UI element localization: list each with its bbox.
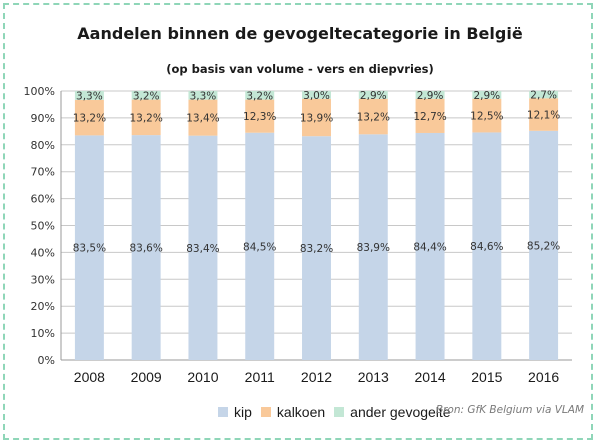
y-tick-label: 90% [31,112,55,125]
bar-kalkoen [472,98,502,133]
y-tick-label: 70% [31,166,55,179]
y-tick-label: 50% [31,220,55,233]
bar-ander-gevogelte [131,91,161,100]
y-tick-label: 60% [31,193,55,206]
x-tick-label: 2008 [74,369,105,385]
data-label-ander-gevogelte: 3,3% [190,90,217,102]
legend-swatch-kalkoen [260,407,271,417]
y-tick-label: 40% [31,246,55,259]
data-label-ander-gevogelte: 3,2% [133,90,160,102]
bar-kalkoen [415,98,445,133]
data-label-kip: 83,2% [300,243,333,255]
y-tick-label: 10% [31,327,55,340]
data-label-kip: 83,9% [357,242,390,254]
data-label-kalkoen: 12,5% [470,111,503,123]
chart-legend: kip kalkoen ander gevogelte [218,402,460,422]
bar-kip [74,135,104,360]
legend-label-ander-gevogelte: ander gevogelte [350,404,451,420]
legend-item-ander-gevogelte: ander gevogelte [334,404,451,420]
data-label-ander-gevogelte: 2,9% [473,90,500,102]
x-tick-label: 2011 [245,369,275,385]
x-tick-label: 2013 [358,369,389,385]
data-label-ander-gevogelte: 3,2% [246,90,273,102]
chart-subtitle: (op basis van volume - vers en diepvries… [166,62,434,76]
bar-ander-gevogelte [472,91,502,99]
data-label-kip: 83,4% [186,243,219,255]
source-note: Bron: GfK Belgium via VLAM [435,404,584,416]
bar-kalkoen [74,99,104,136]
legend-item-kip: kip [218,404,252,420]
data-label-ander-gevogelte: 3,0% [303,90,330,102]
data-label-kalkoen: 13,2% [357,112,390,124]
x-tick-label: 2009 [131,369,162,385]
bar-kalkoen [358,98,388,135]
y-tick-label: 30% [31,273,55,286]
y-tick-label: 80% [31,139,55,152]
data-label-kalkoen: 12,3% [243,111,276,123]
legend-label-kip: kip [234,404,252,420]
data-label-kalkoen: 13,4% [186,113,219,125]
data-label-kalkoen: 12,7% [413,111,446,123]
bar-kip [245,132,275,360]
data-label-kip: 84,4% [413,241,446,253]
bar-kip [358,134,388,360]
bar-ander-gevogelte [358,91,388,99]
data-label-kip: 83,5% [73,243,106,255]
bar-ander-gevogelte [245,91,275,100]
bar-kalkoen [302,98,331,137]
bar-kip [302,136,331,360]
bar-kalkoen [245,99,275,133]
legend-item-kalkoen: kalkoen [260,404,326,420]
x-tick-label: 2014 [414,369,445,385]
bar-kalkoen [188,99,218,136]
chart-title: Aandelen binnen de gevogeltecategorie in… [77,24,523,43]
data-label-ander-gevogelte: 2,9% [360,90,387,102]
data-label-kip: 85,2% [527,240,560,252]
bar-ander-gevogelte [529,91,559,99]
y-tick-label: 0% [38,354,55,367]
data-label-kip: 84,6% [470,241,503,253]
data-label-kalkoen: 13,2% [129,112,162,124]
legend-label-kalkoen: kalkoen [276,404,326,420]
data-label-kip: 84,5% [243,241,276,253]
bar-kalkoen [529,98,559,131]
data-label-kalkoen: 12,1% [527,110,560,122]
bar-ander-gevogelte [188,91,218,100]
data-label-kalkoen: 13,2% [73,113,106,125]
data-label-ander-gevogelte: 2,9% [417,90,444,102]
bar-kalkoen [131,99,161,136]
legend-swatch-ander-gevogelte [334,407,345,417]
bar-kip [472,132,502,360]
x-tick-label: 2012 [301,369,332,385]
data-label-ander-gevogelte: 3,3% [76,90,103,102]
data-label-kip: 83,6% [129,243,162,255]
x-tick-label: 2010 [187,369,218,385]
bar-kip [188,135,218,360]
bar-kip [415,132,445,360]
legend-swatch-kip [218,407,228,417]
bar-ander-gevogelte [415,91,445,99]
data-label-kalkoen: 13,9% [300,112,333,124]
x-tick-label: 2015 [471,369,502,385]
bar-ander-gevogelte [302,91,331,99]
bar-ander-gevogelte [74,91,104,100]
chart-frame [3,3,593,440]
y-tick-label: 100% [24,85,55,98]
x-tick-label: 2016 [528,369,559,385]
bar-kip [131,135,161,360]
data-label-ander-gevogelte: 2,7% [530,90,557,102]
y-tick-label: 20% [31,300,55,313]
bar-kip [529,130,559,360]
